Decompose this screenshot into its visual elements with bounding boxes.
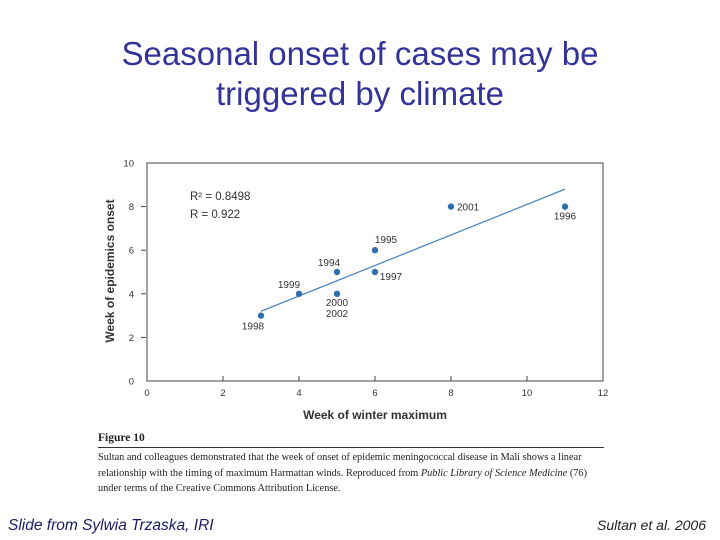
scatter-chart: 0 2 4 6 8 10 0 2 4 6 8 10 12 1998 1999 1994 2000 2002 199… (103, 159, 609, 423)
figure-caption: Sultan and colleagues demonstrated that … (98, 450, 604, 497)
x-tick-label: 12 (598, 388, 609, 399)
figure-divider (98, 447, 604, 448)
x-tick-label: 2 (220, 388, 225, 399)
data-point-label: 1998 (242, 322, 265, 333)
data-point (333, 268, 341, 276)
data-point-label: 1996 (554, 212, 577, 223)
y-tick-label: 10 (123, 159, 134, 170)
data-point (295, 290, 303, 297)
data-point (257, 312, 265, 319)
regression-line (260, 188, 566, 312)
x-tick-label: 8 (448, 388, 453, 399)
data-point-label: 2000 2002 (326, 298, 349, 320)
caption-journal: Public Library of Science Medicine (420, 467, 568, 479)
caption-text-end: (76) under terms of the Creative Commons… (98, 467, 587, 495)
x-tick-label: 6 (372, 388, 377, 399)
y-axis-label: Week of epidemics onset (103, 199, 117, 342)
y-tick-label: 8 (129, 202, 134, 213)
y-tick-label: 6 (129, 246, 134, 257)
slide-title: Seasonal onset of cases may be triggered… (0, 34, 720, 114)
data-point (371, 268, 379, 276)
data-point-label: 1995 (375, 235, 398, 246)
citation: Sultan et al. 2006 (597, 517, 706, 533)
x-tick-label: 0 (144, 388, 149, 399)
title-line-2: triggered by climate (216, 75, 504, 112)
data-point-label: 1994 (318, 258, 341, 269)
data-point (333, 290, 341, 297)
data-point (561, 203, 569, 210)
x-tick-label: 10 (522, 388, 533, 399)
y-tick-label: 4 (129, 289, 134, 300)
slide-credit: Slide from Sylwia Trzaska, IRI (8, 517, 214, 534)
figure-caption-block: Figure 10 Sultan and colleagues demonstr… (98, 432, 604, 497)
x-tick-label: 4 (296, 388, 301, 399)
data-point-label: 2001 (457, 203, 480, 214)
figure-label: Figure 10 (98, 432, 145, 444)
x-axis-label: Week of winter maximum (303, 408, 447, 422)
data-point-label: 1999 (278, 280, 301, 291)
data-point (447, 203, 455, 210)
data-point (371, 247, 379, 254)
y-tick-label: 0 (129, 377, 134, 388)
data-point-label: 1997 (380, 272, 403, 283)
r-squared-annotation: R² = 0.8498 (190, 191, 250, 203)
r-annotation: R = 0.922 (190, 209, 240, 221)
caption-text: Sultan and colleagues demonstrated that … (98, 452, 582, 479)
y-tick-label: 2 (129, 333, 134, 344)
title-line-1: Seasonal onset of cases may be (121, 35, 599, 72)
